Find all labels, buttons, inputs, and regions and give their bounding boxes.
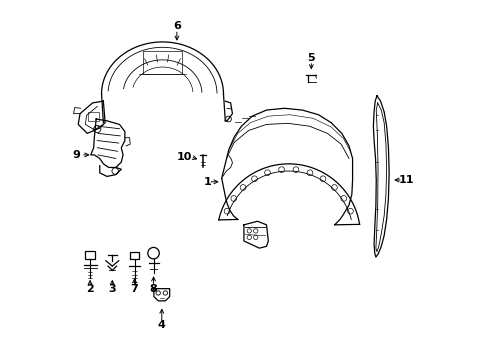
Text: 2: 2 [86,284,94,294]
Text: 4: 4 [158,320,166,330]
Text: 7: 7 [131,284,138,294]
Text: 1: 1 [203,177,211,187]
Text: 5: 5 [308,53,315,63]
Text: 8: 8 [149,284,157,294]
Text: 9: 9 [73,150,80,160]
Text: 6: 6 [173,21,181,31]
Text: 3: 3 [108,284,116,294]
Bar [143,51,182,74]
Text: 10: 10 [176,152,192,162]
Bar [130,252,139,259]
Bar [88,112,98,121]
Text: 11: 11 [399,175,414,185]
Bar [85,251,95,259]
